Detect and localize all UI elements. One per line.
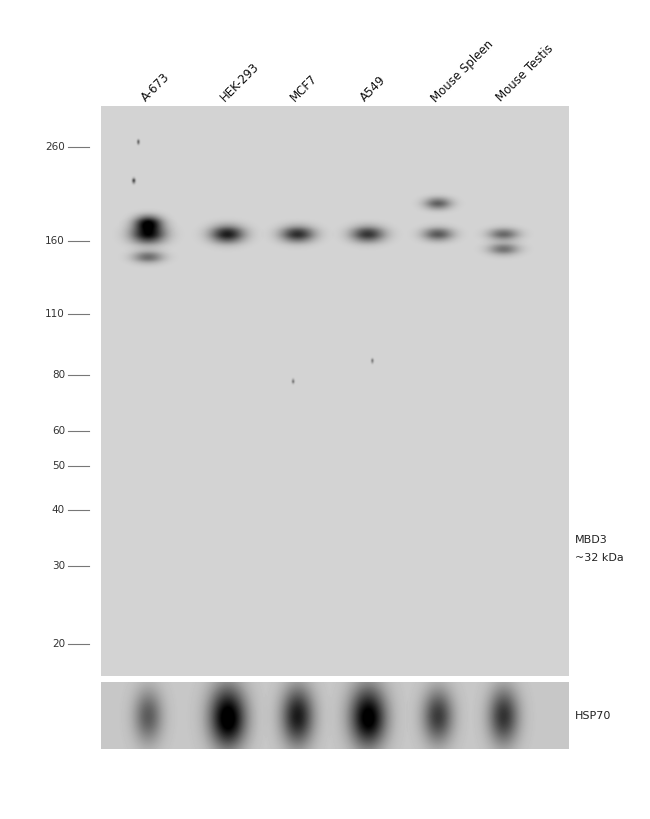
Text: Mouse Spleen: Mouse Spleen: [428, 37, 496, 105]
Text: A-673: A-673: [138, 71, 172, 105]
Text: MCF7: MCF7: [288, 72, 320, 105]
Text: 260: 260: [46, 142, 65, 152]
Text: A549: A549: [358, 74, 389, 105]
Text: 20: 20: [52, 639, 65, 649]
Text: 110: 110: [46, 309, 65, 319]
Text: HEK-293: HEK-293: [218, 61, 262, 105]
Text: 80: 80: [52, 370, 65, 380]
Text: ~32 kDa: ~32 kDa: [575, 553, 624, 563]
Text: Mouse Testis: Mouse Testis: [494, 43, 556, 105]
Text: 40: 40: [52, 505, 65, 514]
Text: HSP70: HSP70: [575, 711, 612, 721]
Text: 60: 60: [52, 426, 65, 436]
Text: 50: 50: [52, 461, 65, 472]
Text: MBD3: MBD3: [575, 535, 608, 545]
Text: 160: 160: [46, 236, 65, 246]
Text: 30: 30: [52, 560, 65, 571]
